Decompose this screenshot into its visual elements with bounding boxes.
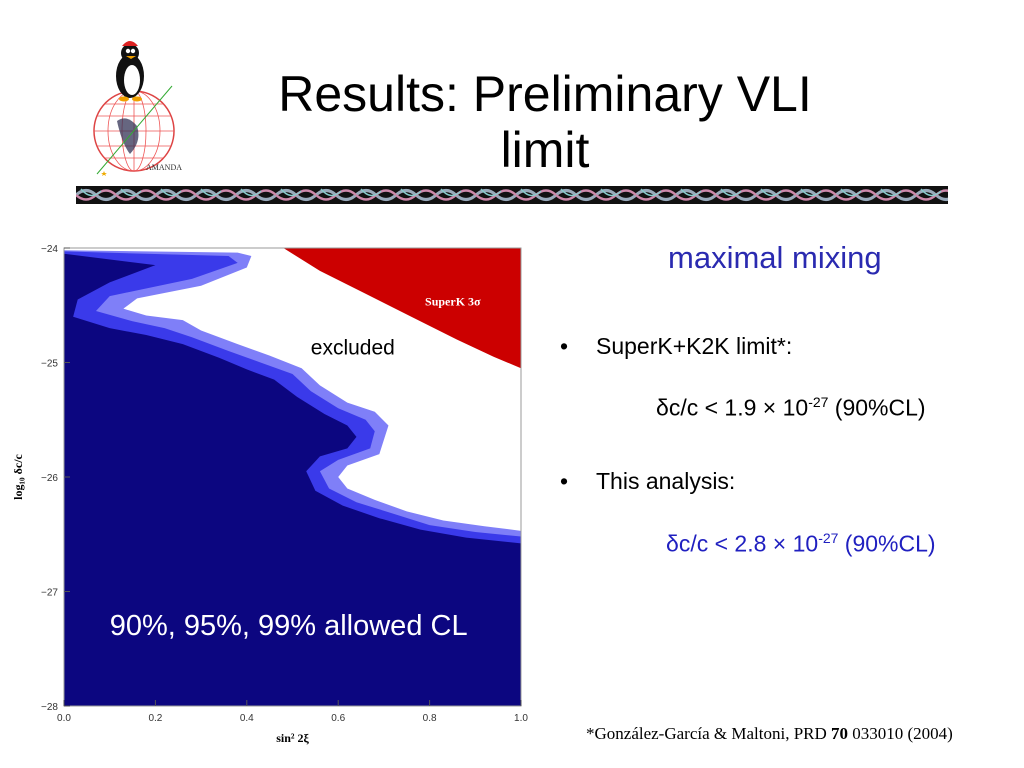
superk-annotation: SuperK 3σ	[425, 294, 481, 308]
bullet-marker: •	[560, 333, 569, 359]
y-tick-label: −26	[41, 473, 58, 484]
delta-symbol: δ	[666, 530, 679, 557]
excluded-annotation: excluded	[311, 336, 395, 359]
bullet-text: This analysis:	[596, 468, 736, 494]
svg-text:AMANDA: AMANDA	[146, 163, 182, 172]
title-line-2: limit	[500, 122, 590, 178]
y-tick-label: −24	[41, 244, 58, 255]
x-tick-label: 0.0	[57, 713, 71, 724]
analysis-limit-formula: δc/c < 2.8 × 10-27 (90%CL)	[666, 530, 936, 557]
y-tick-label: −25	[41, 359, 58, 370]
y-tick-label: −27	[41, 588, 58, 599]
bullet-this-analysis: • This analysis:	[560, 468, 736, 495]
y-tick-label: −28	[41, 702, 58, 713]
x-tick-label: 0.6	[331, 713, 345, 724]
x-tick-label: 0.4	[240, 713, 254, 724]
superk-region	[283, 248, 521, 369]
title-line-1: Results: Preliminary VLI	[278, 66, 812, 122]
x-tick-label: 0.2	[148, 713, 162, 724]
bullet-superk: • SuperK+K2K limit*:	[560, 333, 793, 360]
x-axis-label: sin² 2ξ	[276, 731, 309, 745]
amanda-logo: AMANDA	[93, 41, 182, 176]
slide-title: Results: Preliminary VLI limit	[200, 66, 890, 178]
region-90cl	[64, 253, 521, 706]
bullet-text: SuperK+K2K limit*:	[596, 333, 793, 359]
x-tick-label: 0.8	[423, 713, 437, 724]
bullet-marker: •	[560, 468, 569, 494]
maximal-mixing-heading: maximal mixing	[668, 240, 882, 275]
superk-limit-formula: δc/c < 1.9 × 10-27 (90%CL)	[656, 394, 926, 421]
y-axis-label: log₁₀ δc/c	[11, 453, 25, 499]
allowed-cl-annotation: 90%, 95%, 99% allowed CL	[110, 610, 468, 642]
x-tick-label: 1.0	[514, 713, 528, 724]
delta-symbol: δ	[656, 394, 669, 421]
reference-citation: *González-García & Maltoni, PRD 70 03301…	[586, 724, 953, 743]
decorative-band	[76, 186, 948, 204]
contour-plot: 0.0 0.2 0.4 0.6 0.8 1.0 −24 −25 −26 −27 −28 sin² …	[11, 244, 528, 745]
